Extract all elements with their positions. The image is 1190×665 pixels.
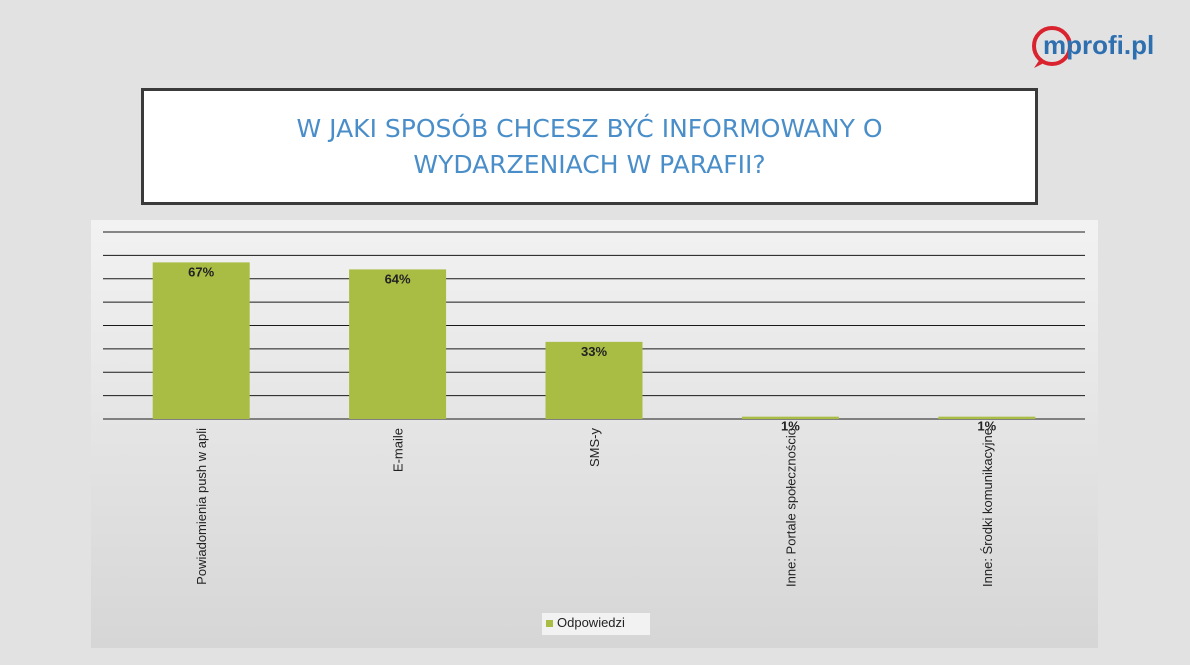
bar xyxy=(152,262,250,419)
chart-title: W JAKI SPOSÓB CHCESZ BYĆ INFORMOWANY O W… xyxy=(296,113,883,179)
legend-label: Odpowiedzi xyxy=(557,615,625,630)
data-label: 67% xyxy=(188,264,214,279)
legend-swatch xyxy=(546,620,553,627)
category-label: SMS-y xyxy=(587,428,602,468)
logo-tail-icon xyxy=(1034,59,1046,68)
chart-title-box: W JAKI SPOSÓB CHCESZ BYĆ INFORMOWANY O W… xyxy=(141,88,1038,205)
category-label: Powiadomienia push w apli xyxy=(194,428,209,585)
data-label: 1% xyxy=(977,419,996,434)
logo-text: mprofi.pl xyxy=(1043,30,1154,60)
legend-box xyxy=(542,613,650,635)
data-label: 1% xyxy=(781,419,800,434)
bar xyxy=(741,416,839,419)
mprofi-logo-mark: mprofi.pl xyxy=(1032,26,1154,68)
mprofi-logo: mprofi.pl xyxy=(1030,22,1180,72)
logo-ring-icon xyxy=(1032,26,1072,66)
data-label: 33% xyxy=(581,344,607,359)
bar xyxy=(545,341,643,419)
chart-panel: 67% Powiadomienia push w apli 64% E-maile 33… xyxy=(91,220,1098,648)
data-label: 64% xyxy=(385,271,411,286)
bar xyxy=(938,416,1036,419)
bar-chart: 67% Powiadomienia push w apli 64% E-maile 33… xyxy=(103,231,1085,635)
bar xyxy=(349,269,447,419)
category-label: Inne: Środki komunikacyjne xyxy=(980,428,995,587)
category-label: Inne: Portale społecznościo xyxy=(783,428,798,587)
category-label: E-maile xyxy=(391,428,406,472)
